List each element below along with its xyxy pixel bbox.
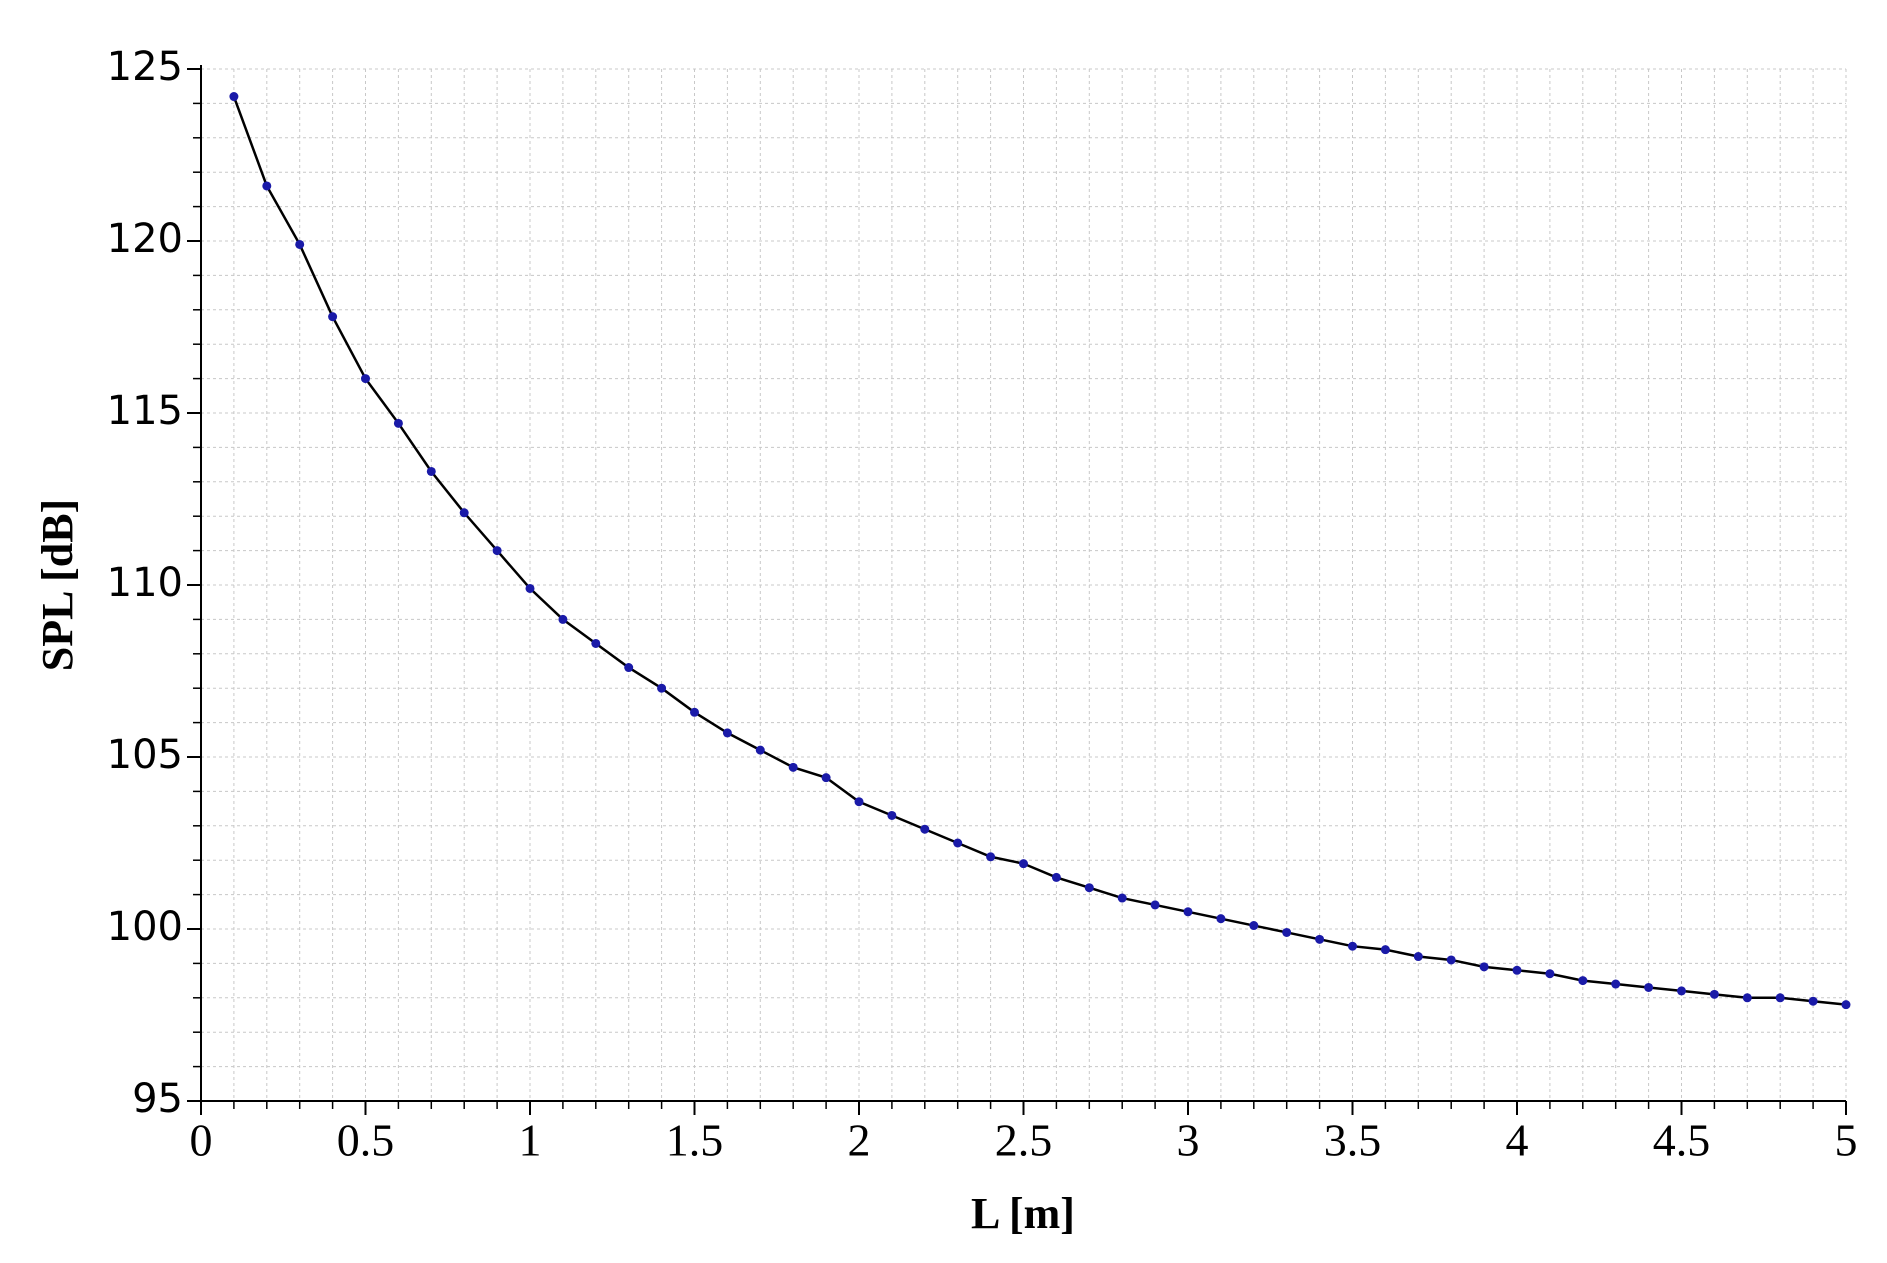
marker bbox=[1611, 979, 1621, 989]
marker bbox=[295, 239, 305, 249]
marker bbox=[986, 852, 996, 862]
x-tick-label: 0.5 bbox=[337, 1115, 395, 1166]
x-axis-label: L [m] bbox=[971, 1189, 1075, 1238]
y-tick-label: 100 bbox=[107, 904, 183, 950]
marker bbox=[1808, 996, 1818, 1006]
marker bbox=[1644, 982, 1654, 992]
marker bbox=[393, 418, 403, 428]
marker bbox=[690, 707, 699, 717]
marker bbox=[624, 663, 634, 673]
marker bbox=[328, 312, 338, 322]
y-tick-label: 125 bbox=[107, 44, 183, 90]
marker bbox=[1512, 965, 1522, 975]
marker bbox=[1677, 986, 1686, 996]
marker bbox=[854, 797, 864, 807]
marker bbox=[1545, 969, 1555, 979]
x-tick-label: 0 bbox=[190, 1115, 213, 1166]
marker bbox=[1413, 952, 1423, 962]
marker bbox=[558, 614, 568, 624]
x-tick-label: 3.5 bbox=[1324, 1115, 1382, 1166]
marker bbox=[1183, 907, 1193, 917]
marker bbox=[1051, 872, 1061, 882]
marker bbox=[657, 683, 667, 693]
y-tick-label: 110 bbox=[107, 560, 183, 606]
marker bbox=[1084, 883, 1094, 893]
marker bbox=[459, 508, 469, 518]
y-tick-label: 115 bbox=[107, 388, 183, 434]
marker bbox=[1249, 921, 1259, 931]
marker bbox=[262, 181, 272, 191]
marker bbox=[525, 583, 535, 593]
marker bbox=[788, 762, 798, 772]
y-tick-label: 95 bbox=[132, 1076, 183, 1122]
marker bbox=[361, 374, 370, 384]
x-tick-label: 1.5 bbox=[666, 1115, 724, 1166]
line bbox=[232, 96, 1847, 1006]
x-tick-label: 5 bbox=[1835, 1115, 1858, 1166]
marker bbox=[1019, 859, 1028, 869]
marker bbox=[1479, 962, 1489, 972]
marker bbox=[821, 773, 831, 783]
marker bbox=[1578, 976, 1588, 986]
marker bbox=[1709, 989, 1719, 999]
x-tick-label: 4.5 bbox=[1653, 1115, 1711, 1166]
marker bbox=[1216, 914, 1226, 924]
x-tick-label: 2 bbox=[848, 1115, 871, 1166]
marker bbox=[722, 728, 732, 738]
marker bbox=[887, 810, 897, 820]
x-tick-label: 3 bbox=[1177, 1115, 1200, 1166]
marker bbox=[1380, 945, 1390, 955]
marker bbox=[1117, 893, 1127, 903]
y-tick-label: 120 bbox=[107, 216, 183, 262]
marker bbox=[1315, 934, 1325, 944]
marker bbox=[1775, 993, 1785, 1003]
y-tick-label: 105 bbox=[107, 732, 183, 778]
x-tick-label: 1 bbox=[519, 1115, 542, 1166]
y-axis-label: SPL [dB] bbox=[33, 499, 82, 671]
x-tick-label: 4 bbox=[1506, 1115, 1529, 1166]
marker bbox=[1282, 927, 1292, 937]
marker bbox=[1150, 900, 1160, 910]
marker bbox=[229, 92, 239, 102]
marker bbox=[953, 838, 963, 848]
marker bbox=[1348, 941, 1357, 951]
marker bbox=[920, 824, 930, 834]
marker bbox=[591, 638, 601, 648]
marker bbox=[492, 546, 502, 556]
marker bbox=[1841, 1000, 1851, 1010]
marker bbox=[1446, 955, 1456, 965]
x-tick-label: 2.5 bbox=[995, 1115, 1053, 1166]
marker bbox=[426, 466, 436, 476]
marker bbox=[755, 745, 765, 755]
marker bbox=[1742, 993, 1752, 1003]
